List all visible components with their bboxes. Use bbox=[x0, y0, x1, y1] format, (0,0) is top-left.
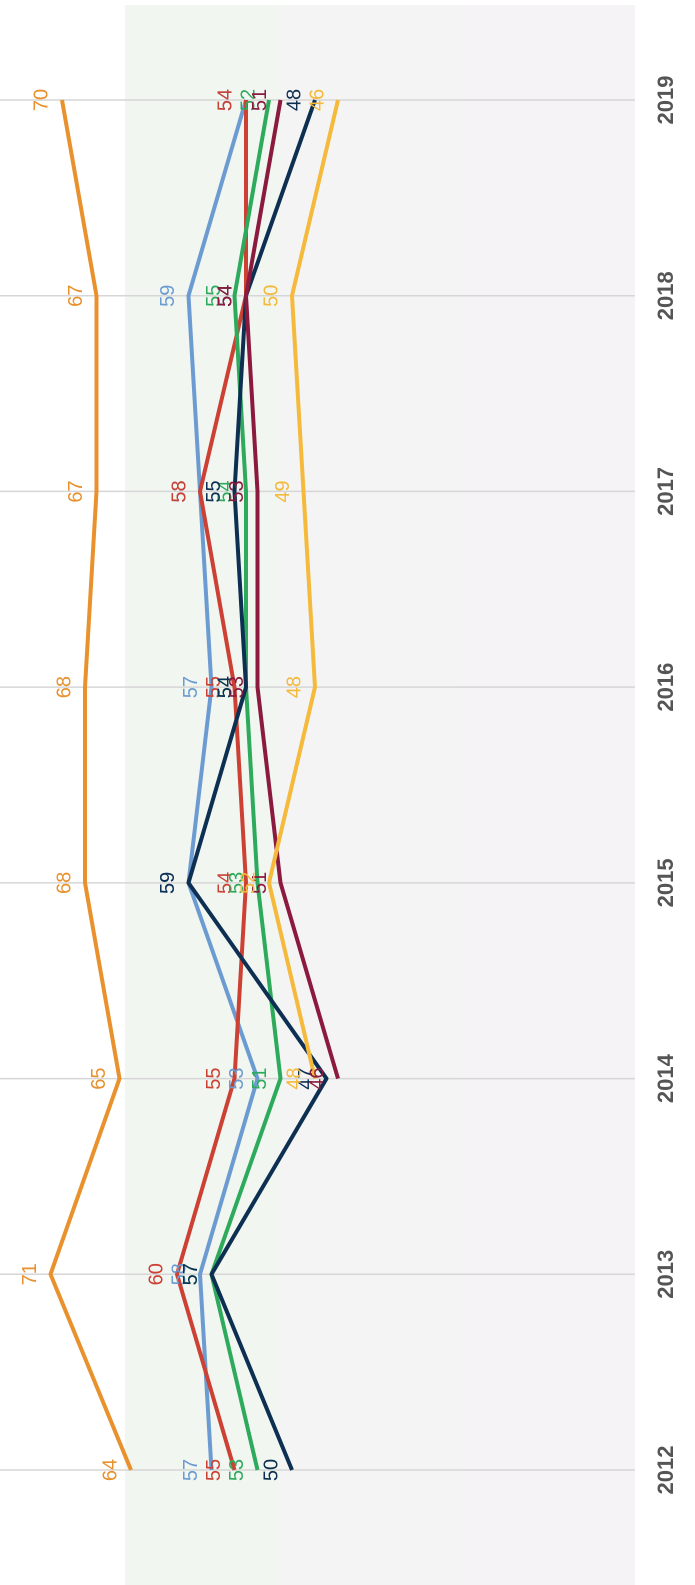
data-label: 51 bbox=[249, 872, 271, 894]
series-line bbox=[244, 99, 340, 1080]
data-label: 47 bbox=[295, 1067, 317, 1089]
data-label: 55 bbox=[203, 1459, 225, 1481]
data-label: 54 bbox=[214, 89, 236, 111]
data-label: 53 bbox=[226, 480, 248, 502]
data-label: 54 bbox=[214, 89, 236, 111]
data-label: 48 bbox=[283, 89, 305, 111]
data-label: 54 bbox=[214, 480, 236, 502]
plot: 2012 2013 2014 2015 2016 2017 2018 2019 64 71 65 68… bbox=[0, 5, 678, 1585]
band bbox=[460, 5, 635, 1585]
data-label: 65 bbox=[88, 1067, 110, 1089]
data-label: 48 bbox=[283, 676, 305, 698]
data-label: 46 bbox=[306, 89, 328, 111]
data-label: 49 bbox=[272, 480, 294, 502]
data-label: 71 bbox=[19, 1263, 41, 1285]
data-label: 54 bbox=[214, 285, 236, 307]
data-label: 68 bbox=[53, 676, 75, 698]
data-label: 54 bbox=[214, 676, 236, 698]
data-label: 51 bbox=[249, 1067, 271, 1089]
data-label: 68 bbox=[53, 872, 75, 894]
data-label: 57 bbox=[180, 1263, 202, 1285]
data-label: 52 bbox=[237, 872, 259, 894]
x-tick-label: 2014 bbox=[653, 1053, 678, 1103]
band bbox=[0, 5, 125, 1585]
data-label: 55 bbox=[203, 1067, 225, 1089]
series-line bbox=[267, 99, 340, 1080]
data-label: 67 bbox=[65, 285, 87, 307]
data-label: 48 bbox=[283, 1067, 305, 1089]
data-label: 53 bbox=[226, 872, 248, 894]
data-label: 55 bbox=[203, 676, 225, 698]
data-label: 67 bbox=[65, 480, 87, 502]
x-tick-label: 2013 bbox=[653, 1250, 678, 1299]
x-tick-label: 2016 bbox=[653, 663, 678, 712]
data-label: 70 bbox=[30, 89, 52, 111]
band bbox=[280, 5, 460, 1585]
series-line bbox=[209, 99, 283, 1471]
x-tick-label: 2015 bbox=[653, 858, 678, 907]
series-line bbox=[186, 99, 260, 1471]
data-label: 54 bbox=[214, 676, 236, 698]
data-label: 55 bbox=[203, 285, 225, 307]
x-tick-label: 2018 bbox=[653, 271, 678, 320]
series-line bbox=[186, 99, 329, 1471]
data-label: 59 bbox=[157, 872, 179, 894]
data-label: 60 bbox=[145, 1263, 167, 1285]
data-label: 46 bbox=[306, 1067, 328, 1089]
x-tick-label: 2017 bbox=[653, 467, 678, 516]
data-label: 58 bbox=[168, 480, 190, 502]
data-label: 54 bbox=[214, 285, 236, 307]
data-label: 50 bbox=[260, 1459, 282, 1481]
data-label: 58 bbox=[168, 480, 190, 502]
data-label: 53 bbox=[226, 1459, 248, 1481]
data-label: 59 bbox=[157, 872, 179, 894]
data-label: 57 bbox=[180, 676, 202, 698]
data-label: 58 bbox=[168, 1263, 190, 1285]
data-label: 57 bbox=[180, 1263, 202, 1285]
data-label: 54 bbox=[214, 872, 236, 894]
series-line bbox=[48, 99, 133, 1471]
data-label: 53 bbox=[226, 676, 248, 698]
data-label: 54 bbox=[214, 285, 236, 307]
x-tick-label: 2012 bbox=[653, 1446, 678, 1495]
data-label: 53 bbox=[226, 1067, 248, 1089]
data-label: 52 bbox=[237, 89, 259, 111]
x-tick-label: 2019 bbox=[653, 76, 678, 125]
data-label: 55 bbox=[203, 480, 225, 502]
data-label: 59 bbox=[157, 285, 179, 307]
data-label: 50 bbox=[260, 285, 282, 307]
data-label: 57 bbox=[180, 1459, 202, 1481]
data-label: 64 bbox=[99, 1459, 121, 1481]
data-label: 51 bbox=[249, 89, 271, 111]
